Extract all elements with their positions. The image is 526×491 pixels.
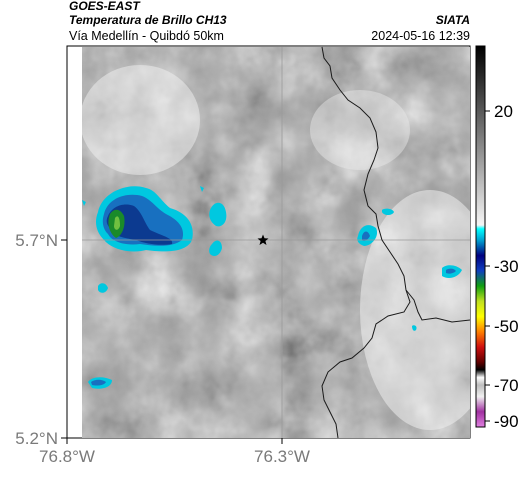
region-label: Vía Medellín - Quibdó 50km (69, 29, 224, 43)
colorbar-tick-label: -70 (494, 376, 519, 395)
colorbar: 20 -30 -50 -70 -90 (475, 45, 519, 431)
cold-cloud-cell (382, 208, 394, 215)
department-boundary (405, 289, 471, 323)
department-boundary (321, 46, 411, 439)
star-marker-icon (257, 234, 269, 245)
lat-axis: 5.7°N 5.2°N (15, 231, 67, 448)
brightness-temperature-field (82, 47, 470, 438)
lon-tick-label: 76.8°W (39, 447, 95, 466)
colorbar-tick-label: 20 (494, 102, 513, 121)
cold-cloud-cell (412, 325, 417, 331)
cold-cloud-cell (209, 240, 222, 256)
organization-label: SIATA (435, 13, 470, 27)
satellite-title: GOES-EAST (69, 0, 140, 13)
datetime-label: 2024-05-16 12:39 (371, 29, 470, 43)
lat-tick-label: 5.7°N (15, 231, 58, 250)
lat-tick-label: 5.2°N (15, 429, 58, 448)
product-title: Temperatura de Brillo CH13 (69, 13, 227, 27)
cold-cloud-cell (209, 202, 227, 227)
colorbar-tick-label: -30 (494, 257, 519, 276)
lon-tick-label: 76.3°W (254, 447, 310, 466)
convective-cell-west (96, 186, 193, 252)
lon-axis: 76.8°W 76.3°W (39, 438, 310, 466)
cold-cloud-cell (98, 283, 108, 293)
colorbar-tick-label: -50 (494, 317, 519, 336)
colorbar-tick-label: -90 (494, 412, 519, 431)
